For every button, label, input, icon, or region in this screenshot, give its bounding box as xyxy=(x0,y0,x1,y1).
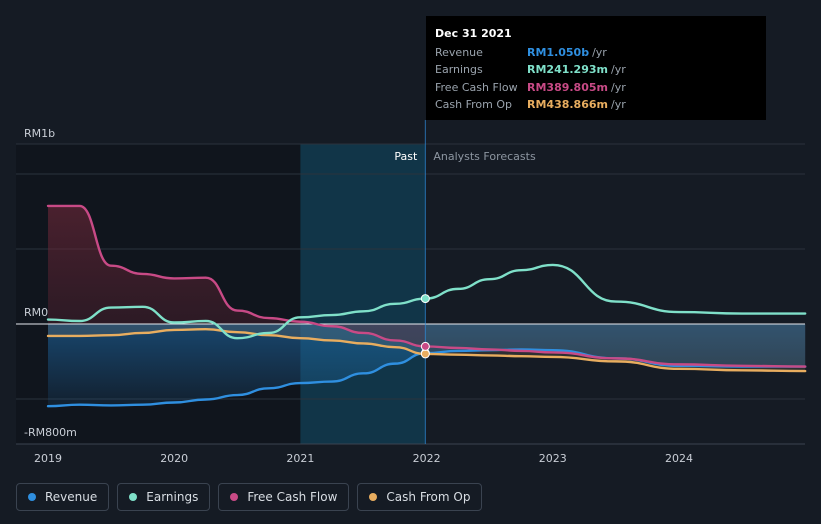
legend: Revenue Earnings Free Cash Flow Cash Fro… xyxy=(16,483,483,511)
y-label-top: RM1b xyxy=(24,127,55,140)
legend-label: Revenue xyxy=(45,490,98,504)
tooltip-value: RM1.050b xyxy=(527,45,590,59)
x-tick-label: 2020 xyxy=(160,452,188,465)
tooltip-unit: /yr xyxy=(610,63,626,77)
x-tick-label: 2023 xyxy=(539,452,567,465)
tooltip-row-earnings: Earnings RM241.293m /yr xyxy=(435,61,757,79)
tooltip-value: RM389.805m xyxy=(527,80,608,94)
tooltip-unit: /yr xyxy=(610,98,626,112)
tooltip-row-free-cash-flow: Free Cash Flow RM389.805m /yr xyxy=(435,79,757,97)
x-tick-label: 2019 xyxy=(34,452,62,465)
x-tick-label: 2022 xyxy=(413,452,441,465)
legend-dot-icon xyxy=(369,493,378,501)
y-label-bottom: -RM800m xyxy=(24,426,77,439)
x-tick-label: 2024 xyxy=(665,452,693,465)
tooltip-row-revenue: Revenue RM1.050b /yr xyxy=(435,44,757,62)
legend-item-earnings[interactable]: Earnings xyxy=(117,483,211,511)
legend-item-revenue[interactable]: Revenue xyxy=(16,483,110,511)
legend-item-cash-from-op[interactable]: Cash From Op xyxy=(357,483,483,511)
tooltip-unit: /yr xyxy=(610,80,626,94)
legend-item-free-cash-flow[interactable]: Free Cash Flow xyxy=(218,483,350,511)
legend-dot-icon xyxy=(28,493,36,501)
legend-dot-icon xyxy=(129,493,138,501)
series-line-earnings xyxy=(46,263,807,340)
marker-fcf xyxy=(420,341,430,351)
marker-cash xyxy=(420,349,430,359)
tooltip-value: RM241.293m xyxy=(527,63,608,77)
marker-earnings xyxy=(420,294,430,304)
legend-dot-icon xyxy=(230,493,239,501)
revenue-area xyxy=(48,324,806,407)
x-tick-label: 2021 xyxy=(286,452,314,465)
tooltip-value: RM438.866m xyxy=(527,98,608,112)
tooltip-label: Cash From Op xyxy=(435,98,513,112)
legend-label: Cash From Op xyxy=(386,490,471,504)
highlight-band xyxy=(300,144,426,444)
past-label: Past xyxy=(394,150,418,163)
tooltip-row-cash-from-op: Cash From Op RM438.866m /yr xyxy=(435,96,757,114)
tooltip-label: Free Cash Flow xyxy=(435,80,518,94)
forecast-label: Analysts Forecasts xyxy=(433,150,536,163)
tooltip-label: Revenue xyxy=(435,45,483,59)
y-label-zero: RM0 xyxy=(24,306,48,319)
tooltip-date: Dec 31 2021 xyxy=(435,27,512,40)
series-line-cash xyxy=(46,328,807,373)
legend-label: Free Cash Flow xyxy=(247,490,338,504)
tooltip-panel: Dec 31 2021 Revenue RM1.050b /yr Earning… xyxy=(426,16,766,120)
tooltip-label: Earnings xyxy=(435,63,483,77)
legend-label: Earnings xyxy=(146,490,199,504)
series-line-fcf xyxy=(46,204,807,368)
tooltip-unit: /yr xyxy=(592,45,607,59)
fcf-negative-area xyxy=(48,205,426,347)
